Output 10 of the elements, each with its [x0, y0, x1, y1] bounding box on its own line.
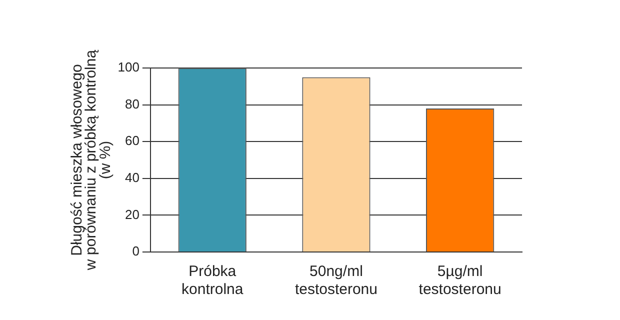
x-tick-label: 5µg/ml testosteronu — [418, 263, 502, 298]
y-tick-label: 0 — [132, 244, 140, 259]
y-tick-label: 40 — [124, 170, 140, 185]
x-tick-label: Próbka kontrolna — [182, 263, 244, 298]
y-tick-label: 60 — [124, 133, 140, 148]
y-tick-label: 80 — [124, 96, 140, 112]
y-tick-label: 20 — [124, 206, 140, 222]
y-axis-title: Długość mieszka włosowego w porównaniu z próbką kontrolną (w %) — [68, 49, 114, 272]
x-tick-label: 50ng/ml testosteronu — [294, 263, 378, 298]
y-tick-label: 100 — [118, 60, 140, 75]
